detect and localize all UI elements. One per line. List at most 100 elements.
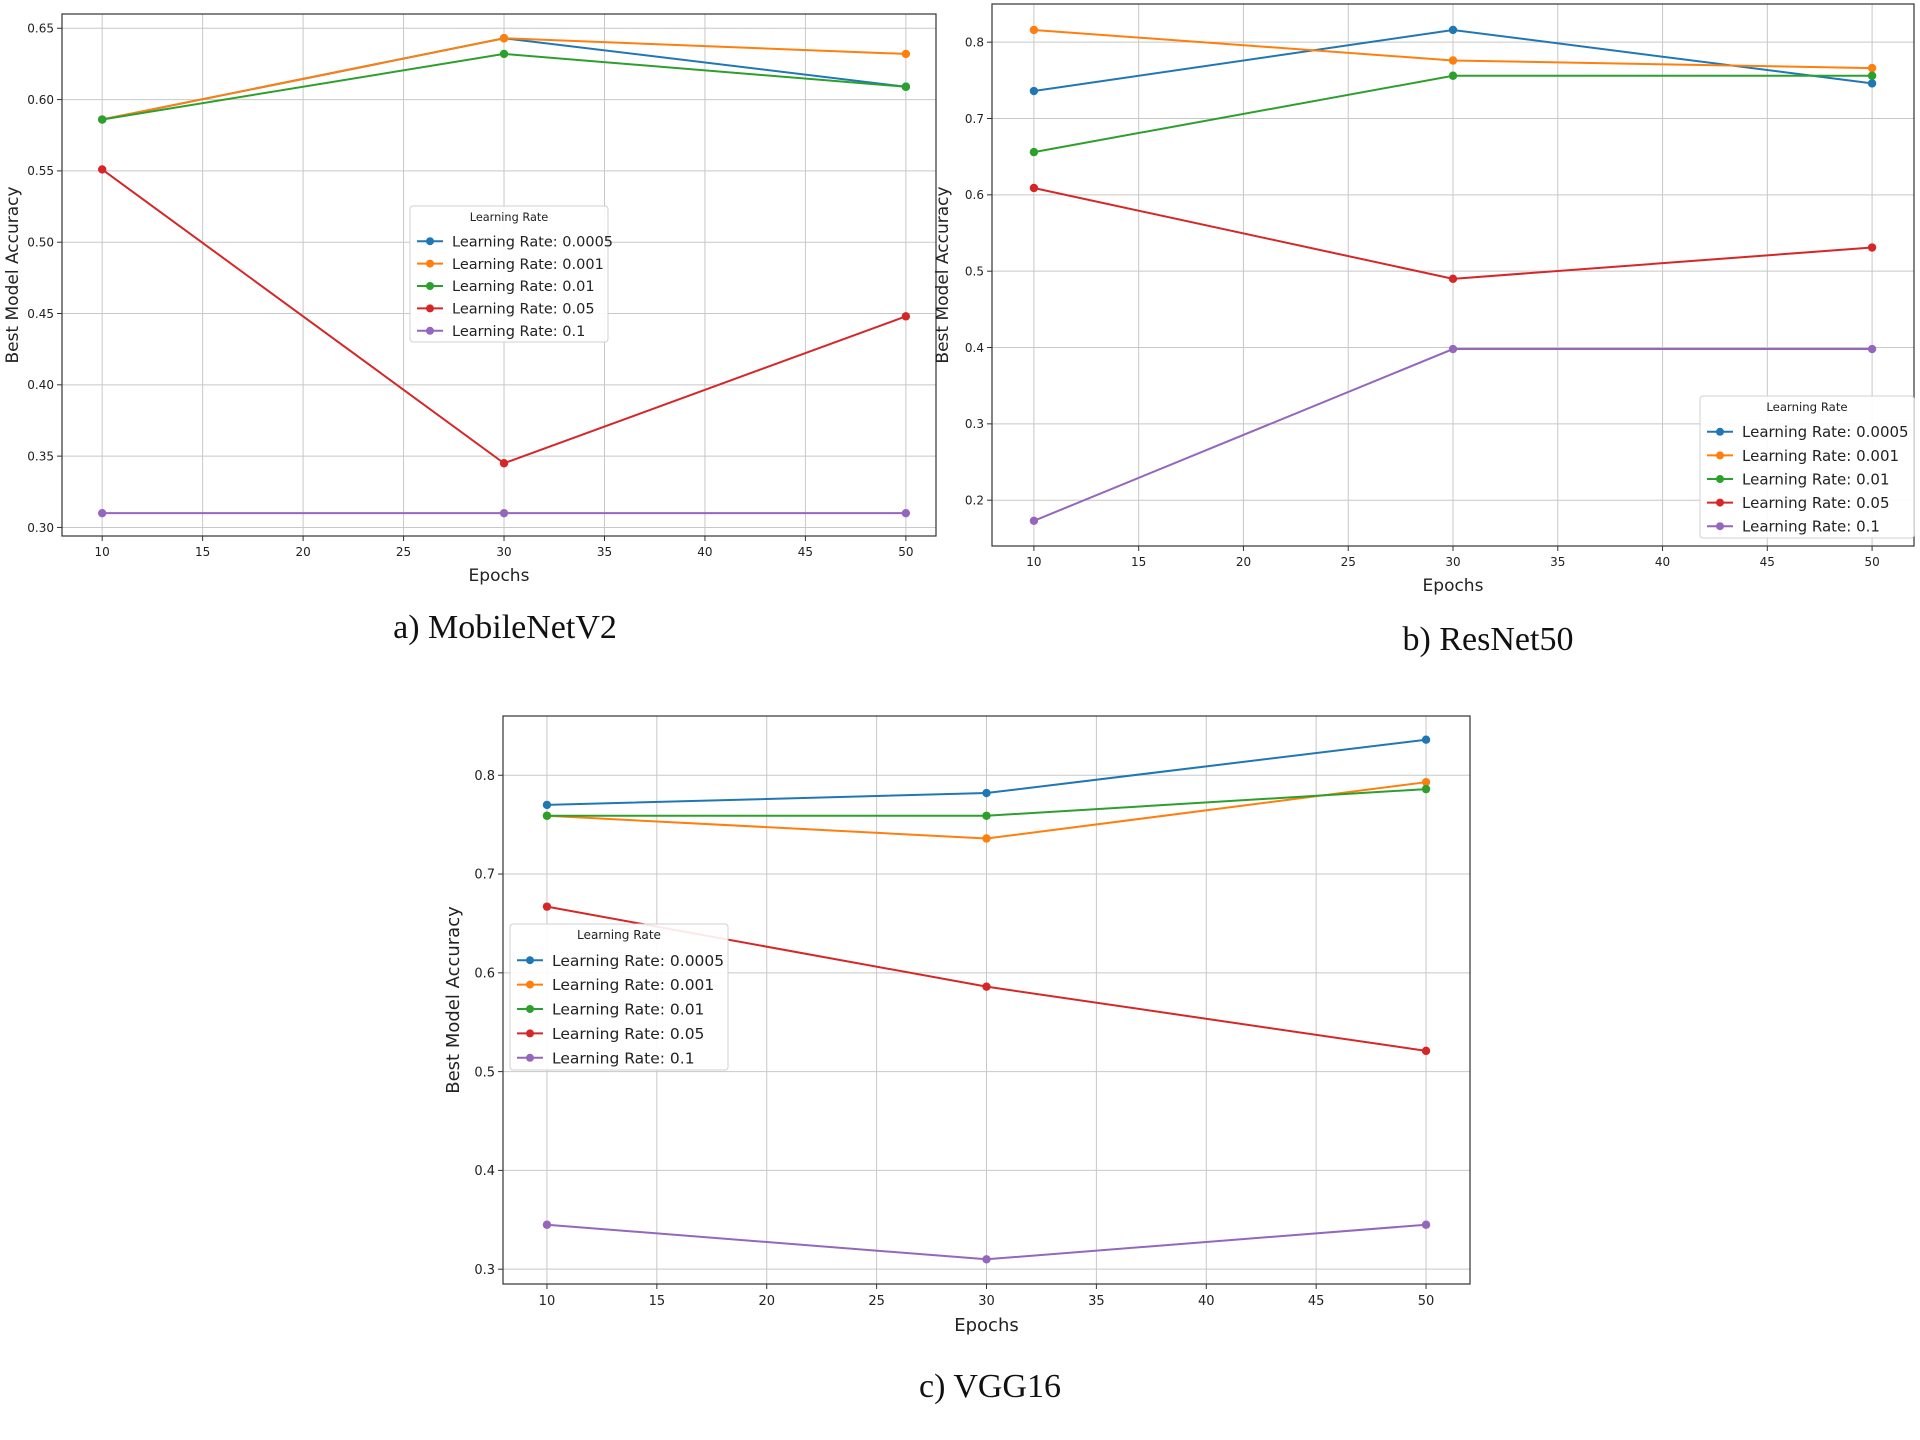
series-3 (1029, 71, 1877, 157)
series-5 (542, 1220, 1431, 1264)
legend-title: Learning Rate (470, 211, 549, 224)
gridlines (503, 716, 1470, 1284)
series-3 (542, 784, 1431, 820)
data-point (1867, 243, 1877, 252)
data-point (542, 811, 552, 820)
data-point (901, 49, 911, 59)
data-point (1448, 71, 1458, 80)
data-point (982, 982, 991, 991)
chart-caption: b) ResNet50 (1403, 621, 1574, 658)
legend-swatch-marker (426, 326, 434, 335)
x-tick-label: 20 (758, 1294, 775, 1309)
x-tick-label: 15 (649, 1294, 666, 1309)
legend-swatch-marker (426, 237, 434, 246)
legend-entry: Learning Rate: 0.05 (1742, 494, 1890, 512)
series-4 (97, 165, 911, 468)
y-axis: 0.3 0.4 0.5 0.6 0.7 0.8 (474, 769, 503, 1278)
x-tick-label: 25 (396, 545, 411, 559)
legend-swatch-marker (526, 1029, 534, 1038)
data-point (1421, 1220, 1431, 1229)
data-point (1421, 1046, 1431, 1056)
data-point (1448, 56, 1458, 65)
legend-entry: Learning Rate: 0.001 (452, 257, 604, 273)
series-4 (1029, 183, 1877, 284)
data-point (982, 1255, 991, 1264)
data-point (542, 800, 552, 810)
data-point (1448, 274, 1458, 284)
x-tick-label: 45 (1308, 1294, 1325, 1309)
data-point (97, 508, 107, 518)
legend-swatch-marker (526, 1053, 534, 1062)
data-point (499, 459, 509, 468)
x-tick-label: 30 (1445, 555, 1460, 569)
legend-title: Learning Rate (1766, 400, 1847, 414)
data-point (542, 902, 552, 911)
y-axis-label: Best Model Accuracy (443, 906, 464, 1094)
legend-entry: Learning Rate: 0.01 (1742, 470, 1890, 488)
y-axis: 0.2 0.3 0.4 0.5 0.6 0.7 0.8 (965, 35, 992, 508)
legend-swatch-marker (526, 1005, 534, 1013)
y-tick-label: 0.7 (474, 868, 495, 883)
y-tick-label: 0.8 (474, 769, 495, 784)
y-tick-label: 0.6 (965, 188, 984, 202)
legend-entry: Learning Rate: 0.1 (1742, 518, 1880, 536)
x-axis-label: Epochs (1423, 576, 1484, 596)
data-point (1867, 63, 1877, 73)
series-2 (1029, 25, 1877, 73)
legend-swatch-marker (426, 304, 434, 313)
legend-entry: Learning Rate: 0.1 (552, 1049, 695, 1067)
y-tick-label: 0.5 (474, 1065, 495, 1080)
x-tick-label: 10 (1026, 555, 1041, 569)
legend-swatch-marker (1716, 498, 1724, 507)
x-tick-label: 40 (697, 545, 712, 559)
series-5 (1029, 344, 1877, 526)
legend-entry: Learning Rate: 0.0005 (1742, 423, 1909, 441)
data-point (982, 834, 991, 843)
x-tick-label: 35 (1550, 555, 1565, 569)
chart-2: 10 15 20 25 30 35 40 45 50 0.2 0.3 0.4 0.5 0.6 0.7 0.8 E… (933, 3, 1915, 658)
legend-swatch-marker (1716, 522, 1724, 531)
legend-entry: Learning Rate: 0.01 (552, 1001, 704, 1019)
x-tick-label: 50 (898, 545, 913, 559)
data-point (1029, 86, 1039, 96)
y-tick-label: 0.5 (965, 265, 984, 279)
x-tick-label: 50 (1864, 555, 1879, 569)
y-tick-label: 0.50 (27, 236, 54, 250)
legend-entry: Learning Rate: 0.01 (452, 279, 595, 295)
y-tick-label: 0.4 (474, 1164, 495, 1179)
data-point (1029, 25, 1039, 35)
legend-entry: Learning Rate: 0.05 (552, 1025, 704, 1043)
legend-swatch-marker (1716, 475, 1724, 483)
data-point (1448, 25, 1458, 35)
y-tick-label: 0.8 (965, 35, 984, 49)
chart-caption: c) VGG16 (919, 1368, 1061, 1405)
y-tick-label: 0.7 (965, 112, 984, 126)
data-point (499, 49, 509, 59)
legend-swatch-marker (1716, 451, 1724, 460)
legend-swatch-marker (426, 282, 434, 290)
data-point (901, 312, 911, 321)
x-tick-label: 25 (868, 1294, 885, 1309)
data-point (97, 115, 107, 124)
x-tick-label: 45 (1760, 555, 1775, 569)
legend-title: Learning Rate (577, 928, 661, 942)
x-tick-label: 40 (1198, 1294, 1215, 1309)
x-tick-label: 15 (1131, 555, 1146, 569)
x-tick-label: 10 (539, 1294, 556, 1309)
y-tick-label: 0.45 (27, 307, 54, 321)
x-tick-label: 40 (1655, 555, 1670, 569)
legend: Learning Rate Learning Rate: 0.0005 Learni… (509, 923, 729, 1071)
legend-box (409, 205, 609, 343)
x-tick-label: 45 (798, 545, 813, 559)
data-point (1029, 183, 1039, 193)
chart-1: 10 15 20 25 30 35 40 45 500.300.350.400.450.500.… (3, 13, 937, 646)
y-tick-label: 0.40 (27, 378, 54, 392)
data-point (499, 34, 509, 43)
x-tick-label: 30 (978, 1294, 995, 1309)
data-point (1421, 784, 1431, 794)
legend-swatch-marker (526, 956, 534, 965)
x-tick-label: 35 (597, 545, 612, 559)
data-point (901, 508, 911, 518)
x-axis: 10 15 20 25 30 35 40 45 50 (1026, 546, 1880, 569)
x-axis: 10 15 20 25 30 35 40 45 50 (539, 1284, 1434, 1309)
